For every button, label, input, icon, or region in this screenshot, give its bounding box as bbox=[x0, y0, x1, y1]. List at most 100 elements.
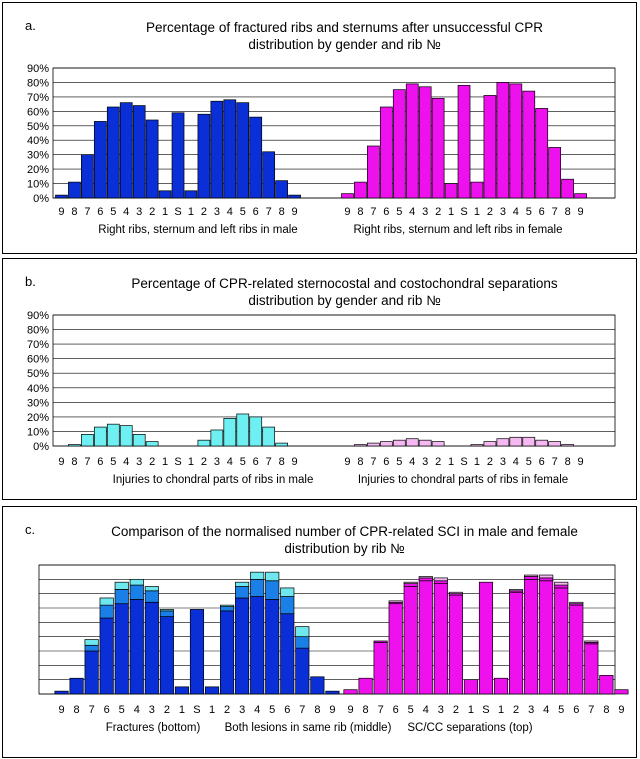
y-tick-label-a: 90% bbox=[27, 63, 49, 75]
bar-c-female-fractures bbox=[524, 578, 539, 695]
y-tick-label-b: 60% bbox=[27, 354, 49, 366]
y-tick-label-a: 60% bbox=[27, 106, 49, 118]
x-tick-label-b-female: 1 bbox=[474, 456, 480, 468]
x-tick-label-c-female: 2 bbox=[453, 704, 459, 716]
y-tick-label-a: 40% bbox=[27, 135, 49, 147]
x-tick-label-c-male: 4 bbox=[254, 704, 260, 716]
bar-a-female bbox=[483, 95, 497, 199]
bar-a-female bbox=[457, 84, 471, 199]
bar-c-male-fractures bbox=[144, 601, 159, 695]
y-tick-label-a: 80% bbox=[27, 77, 49, 89]
panel-a-letter: a. bbox=[25, 18, 36, 33]
x-tick-label-c-male: 5 bbox=[119, 704, 125, 716]
bar-c-female-fractures bbox=[478, 581, 494, 695]
bar-c-female-both-lesions bbox=[554, 584, 569, 589]
bar-b-female bbox=[483, 441, 497, 447]
x-tick-label-b-male: 2 bbox=[201, 456, 207, 468]
y-tick-label-b: 80% bbox=[27, 325, 49, 337]
x-tick-label-a-female: 1 bbox=[474, 206, 480, 218]
x-tick-label-b-female: 3 bbox=[500, 456, 506, 468]
bar-c-female-fractures bbox=[433, 583, 448, 695]
bar-c-female-fractures bbox=[539, 580, 554, 695]
bar-c-male-both-lesions bbox=[99, 604, 114, 619]
x-tick-label-b-male: 5 bbox=[110, 456, 116, 468]
x-tick-label-c-male: 9 bbox=[58, 704, 64, 716]
x-tick-label-c-female: 6 bbox=[393, 704, 399, 716]
bar-c-male-fractures bbox=[159, 616, 174, 695]
x-tick-label-a-male: 9 bbox=[58, 206, 64, 218]
bar-a-female bbox=[548, 147, 562, 199]
x-tick-label-c-male: 2 bbox=[224, 704, 230, 716]
bar-b-female bbox=[367, 442, 380, 447]
bar-c-male-both-lesions bbox=[84, 644, 99, 652]
x-tick-label-b-male: 9 bbox=[58, 456, 64, 468]
x-tick-label-a-male: 7 bbox=[266, 206, 272, 218]
y-tick-label-a: 70% bbox=[27, 92, 49, 104]
chart-b: 0%10%20%30%40%50%60%70%80%90%9 8 7 6 5 4 3 2 1 S 1… bbox=[27, 310, 616, 486]
y-tick-label-a: 0% bbox=[33, 193, 49, 205]
x-tick-label-c-male: 3 bbox=[239, 704, 245, 716]
bar-c-male-fractures bbox=[69, 677, 84, 695]
bar-c-male-sc-cc-separations bbox=[159, 609, 174, 612]
bar-c-male-fractures bbox=[310, 676, 325, 695]
bar-c-female-fractures bbox=[388, 603, 403, 695]
bar-c-male-both-lesions bbox=[250, 578, 265, 597]
bar-c-female-sc-cc-separations bbox=[569, 601, 584, 605]
x-tick-label-a-male: 6 bbox=[97, 206, 103, 218]
bar-a-male bbox=[106, 106, 120, 199]
x-tick-label-b-male: 3 bbox=[214, 456, 220, 468]
bar-c-female-both-lesions bbox=[418, 577, 433, 582]
bar-a-female bbox=[496, 82, 510, 199]
x-tick-label-a-female: 4 bbox=[409, 206, 415, 218]
bar-c-male-both-lesions bbox=[235, 586, 250, 599]
x-tick-label-b-male: 3 bbox=[136, 456, 142, 468]
x-tick-label-b-female: 1 bbox=[448, 456, 454, 468]
bar-c-male-both-lesions bbox=[129, 584, 144, 600]
x-tick-label-c-male: 3 bbox=[149, 704, 155, 716]
bar-c-female-sc-cc-separations bbox=[433, 577, 448, 582]
x-tick-label-b-female: 5 bbox=[526, 456, 532, 468]
x-tick-label-a-male: 8 bbox=[71, 206, 77, 218]
panel-c-title-line2: distribution by rib № bbox=[284, 541, 405, 556]
bar-c-male-sc-cc-separations bbox=[144, 586, 159, 592]
panel-b-title-line2: distribution by gender and rib № bbox=[248, 293, 441, 308]
bar-c-male-both-lesions bbox=[220, 606, 235, 612]
bar-c-female-fractures bbox=[509, 591, 524, 695]
bar-c-female-fractures bbox=[418, 580, 433, 695]
x-tick-label-b-female: 9 bbox=[578, 456, 584, 468]
x-tick-label-b-male: 7 bbox=[266, 456, 272, 468]
bar-b-male bbox=[119, 425, 133, 447]
bar-c-female-fractures bbox=[448, 594, 463, 695]
x-tick-label-a-female: 5 bbox=[396, 206, 402, 218]
bar-c-female-fractures bbox=[373, 642, 388, 695]
panel-b-title-line1: Percentage of CPR-related sternocostal a… bbox=[131, 276, 558, 291]
x-tick-label-a-male: 4 bbox=[123, 206, 129, 218]
x-tick-label-b-male: 7 bbox=[84, 456, 90, 468]
group-label-b: Injuries to chondral parts of ribs in ma… bbox=[113, 474, 314, 486]
x-tick-label-c-female: 4 bbox=[423, 704, 429, 716]
x-tick-label-b-female: 7 bbox=[552, 456, 558, 468]
bar-c-male-both-lesions bbox=[159, 610, 174, 617]
x-tick-label-a-female: 5 bbox=[526, 206, 532, 218]
bar-a-female bbox=[418, 86, 432, 199]
bar-c-female-sc-cc-separations bbox=[554, 581, 569, 586]
bar-c-male-sc-cc-separations bbox=[280, 587, 295, 597]
x-tick-label-a-male: 8 bbox=[279, 206, 285, 218]
bar-c-male-sc-cc-separations bbox=[220, 604, 235, 607]
x-tick-label-b-female: 8 bbox=[357, 456, 363, 468]
bar-c-female-fractures bbox=[463, 679, 478, 695]
x-tick-label-a-male: 1 bbox=[188, 206, 194, 218]
x-tick-label-c-male: 5 bbox=[269, 704, 275, 716]
bar-a-male bbox=[236, 102, 250, 199]
x-tick-label-c-female: 5 bbox=[408, 704, 414, 716]
bar-b-male bbox=[132, 434, 146, 447]
x-tick-label-b-male: S bbox=[174, 456, 181, 468]
bar-b-male bbox=[93, 426, 107, 447]
bar-b-male bbox=[210, 429, 224, 447]
x-tick-label-a-female: 3 bbox=[422, 206, 428, 218]
x-tick-label-b-male: 4 bbox=[123, 456, 129, 468]
panel-c: c. Comparison of the normalised number o… bbox=[2, 506, 637, 758]
x-tick-label-c-female: 2 bbox=[513, 704, 519, 716]
bar-b-female bbox=[431, 441, 445, 447]
bar-c-female-fractures bbox=[493, 677, 509, 695]
